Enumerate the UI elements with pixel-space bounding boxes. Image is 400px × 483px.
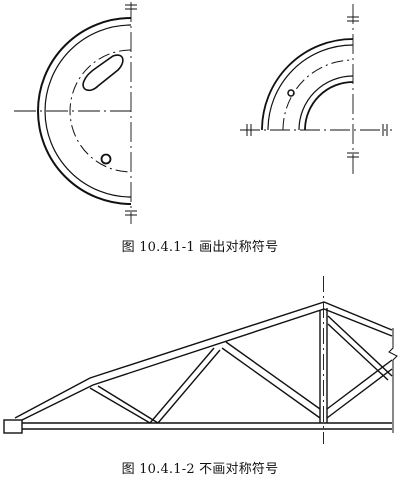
inner-rim-arc: [44, 24, 132, 198]
figure-symmetric-parts: [0, 0, 400, 226]
curved-slot: [82, 54, 124, 92]
right-quarter-ring: [240, 4, 392, 176]
quarter-pitch-circle: [282, 59, 354, 131]
diagonal-3: [221, 341, 321, 419]
diagonal-4: [326, 359, 393, 419]
break-line: [388, 328, 398, 433]
top-chord-inner: [21, 308, 393, 421]
pitch-circle: [69, 49, 132, 173]
outer-arc: [37, 17, 132, 205]
support-block: [3, 419, 23, 434]
diagonal-2: [149, 347, 221, 424]
truss-drawing: [3, 276, 398, 444]
diagonal-5: [327, 315, 393, 381]
figure-truss: [0, 268, 400, 444]
figure-caption-1: 图 10.4.1-1 画出对称符号: [121, 240, 279, 255]
left-half-disc: [14, 2, 137, 224]
quarter-outer-rim: [267, 44, 354, 131]
quarter-hole: [287, 89, 295, 97]
top-chord-outer: [14, 301, 393, 419]
quarter-inner-rim: [298, 75, 354, 131]
quarter-outer-arc: [261, 38, 354, 131]
figure-caption-2: 图 10.4.1-2 不画对称符号: [121, 462, 279, 477]
symmetric-parts-drawing: [14, 2, 392, 224]
truss: [3, 301, 393, 434]
small-hole: [100, 153, 112, 165]
quarter-inner-arc: [304, 81, 354, 131]
diagonal-1: [89, 385, 159, 424]
